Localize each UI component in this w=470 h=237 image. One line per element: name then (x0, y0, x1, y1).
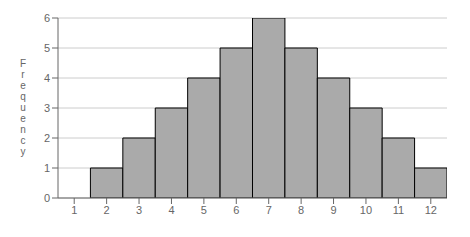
svg-text:8: 8 (298, 204, 304, 216)
svg-text:1: 1 (71, 204, 77, 216)
svg-text:Frequency: Frequency (20, 58, 26, 157)
svg-text:2: 2 (104, 204, 110, 216)
svg-text:12: 12 (425, 204, 437, 216)
svg-text:9: 9 (330, 204, 336, 216)
svg-text:4: 4 (44, 72, 50, 84)
svg-text:1: 1 (44, 162, 50, 174)
svg-text:4: 4 (168, 204, 174, 216)
svg-text:6: 6 (233, 204, 239, 216)
svg-text:2: 2 (44, 132, 50, 144)
svg-text:11: 11 (393, 204, 404, 216)
svg-text:3: 3 (136, 204, 142, 216)
svg-text:5: 5 (201, 204, 207, 216)
svg-text:6: 6 (44, 12, 50, 24)
svg-text:7: 7 (266, 204, 272, 216)
svg-text:0: 0 (44, 192, 50, 204)
svg-text:5: 5 (44, 42, 50, 54)
svg-text:3: 3 (44, 102, 50, 114)
svg-text:10: 10 (360, 204, 372, 216)
